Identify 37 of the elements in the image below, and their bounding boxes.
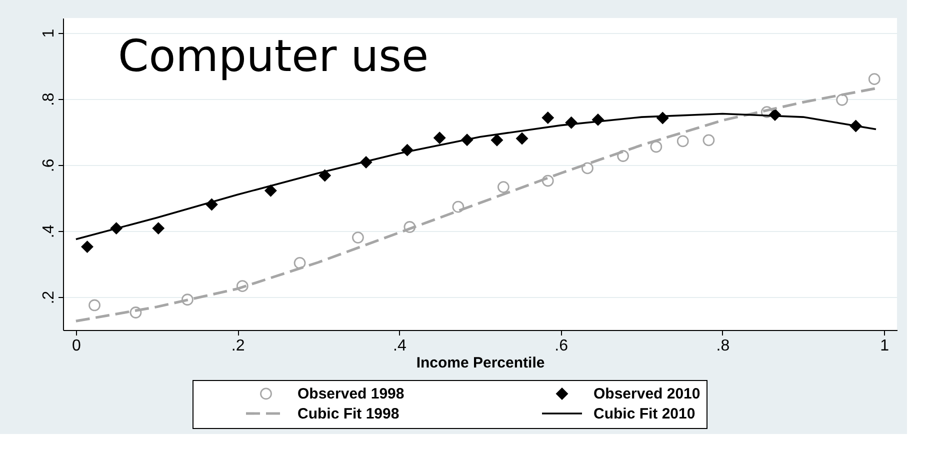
line-series xyxy=(74,87,878,322)
x-tick-label: 0 xyxy=(72,338,81,354)
x-tick-label: .8 xyxy=(716,338,730,354)
line-series xyxy=(75,112,877,240)
chart-title: Computer use xyxy=(118,31,429,82)
point xyxy=(318,170,331,182)
point xyxy=(542,112,554,124)
point xyxy=(836,94,848,106)
point xyxy=(88,299,100,312)
point xyxy=(497,181,510,193)
y-tick-label: .6 xyxy=(40,158,58,172)
x-axis-title: Income Percentile xyxy=(416,354,545,372)
y-tick-label: .2 xyxy=(40,290,58,304)
y-tick-label: .4 xyxy=(40,224,58,238)
point xyxy=(491,134,503,146)
legend-label: Cubic Fit 1998 xyxy=(298,406,400,422)
legend-label: Cubic Fit 2010 xyxy=(594,406,696,422)
point xyxy=(676,135,689,148)
point xyxy=(434,132,446,144)
point xyxy=(152,222,164,234)
point xyxy=(650,140,662,153)
point xyxy=(516,132,528,144)
point xyxy=(294,257,306,269)
y-tick-label: .8 xyxy=(40,92,58,106)
y-tick-label: 1 xyxy=(40,28,58,38)
point xyxy=(868,73,880,86)
point xyxy=(702,134,715,146)
legend-label: Observed 2010 xyxy=(594,386,700,403)
x-tick-label: .6 xyxy=(554,338,568,354)
x-tick-label: .4 xyxy=(393,338,406,354)
point xyxy=(264,184,277,197)
x-tick-label: .2 xyxy=(231,338,245,354)
point xyxy=(582,162,594,174)
legend-label: Observed 1998 xyxy=(298,386,404,403)
point xyxy=(352,232,364,244)
point xyxy=(81,240,94,253)
x-tick-label: 1 xyxy=(880,338,890,354)
